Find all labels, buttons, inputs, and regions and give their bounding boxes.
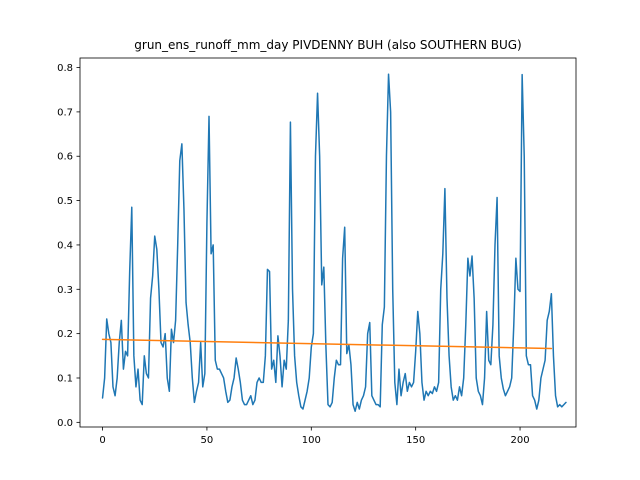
series-layer (101, 73, 567, 413)
axes-layer: 0 50 100 150 200 0.0 0.1 0.2 0.3 0.4 0.5 0.6 0.7 0.8 (57, 57, 577, 446)
x-tick-label: 50 (201, 435, 214, 446)
x-tick-label: 100 (302, 435, 321, 446)
x-tick-label: 0 (99, 435, 105, 446)
y-tick-label: 0.1 (57, 373, 73, 384)
y-tick-label: 0.3 (57, 285, 73, 296)
y-tick-label: 0.4 (57, 240, 73, 251)
x-tick-label: 150 (406, 435, 425, 446)
y-tick-label: 0.8 (57, 63, 73, 74)
y-tick-label: 0.5 (57, 196, 73, 207)
x-tick-label: 200 (511, 435, 530, 446)
y-tick-label: 0.2 (57, 329, 73, 340)
y-tick-label: 0.0 (57, 418, 73, 429)
y-tick-label: 0.6 (57, 152, 73, 163)
plot-frame (79, 57, 577, 428)
y-tick-label: 0.7 (57, 107, 73, 118)
chart-title: grun_ens_runoff_mm_day PIVDENNY BUH (als… (134, 38, 521, 52)
series-line-1 (101, 73, 567, 413)
series-line-2 (101, 338, 553, 350)
